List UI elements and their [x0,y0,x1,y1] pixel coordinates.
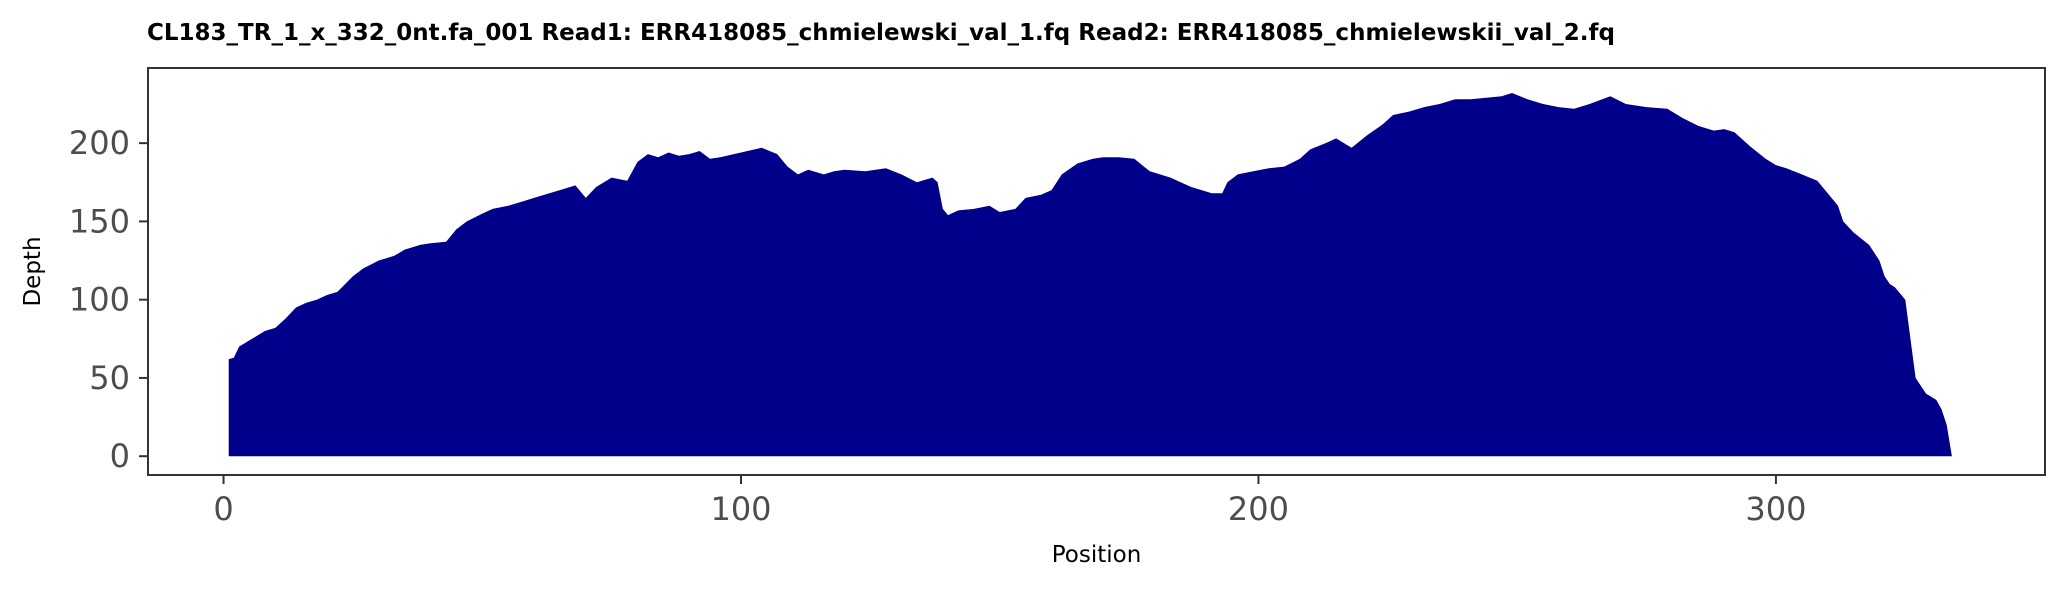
coverage-area [228,93,1952,457]
plot-area [147,67,2046,476]
y-axis: 0 50 100 150 200 [69,124,148,475]
y-tick-label: 0 [110,437,130,475]
panel-border [147,67,2046,476]
x-tick-label: 300 [1745,490,1806,528]
x-tick-label: 0 [213,490,233,528]
y-tick-label: 100 [69,281,130,319]
x-tick-label: 200 [1228,490,1289,528]
chart-title: CL183_TR_1_x_332_0nt.fa_001 Read1: ERR41… [147,20,1615,46]
x-axis: 0 100 200 300 [213,475,1806,528]
x-axis-title: Position [1052,542,1142,568]
y-tick-label: 50 [89,359,130,397]
y-axis-title: Depth [20,236,46,306]
y-tick-label: 200 [69,124,130,162]
y-tick-label: 150 [69,202,130,240]
x-tick-label: 100 [710,490,771,528]
